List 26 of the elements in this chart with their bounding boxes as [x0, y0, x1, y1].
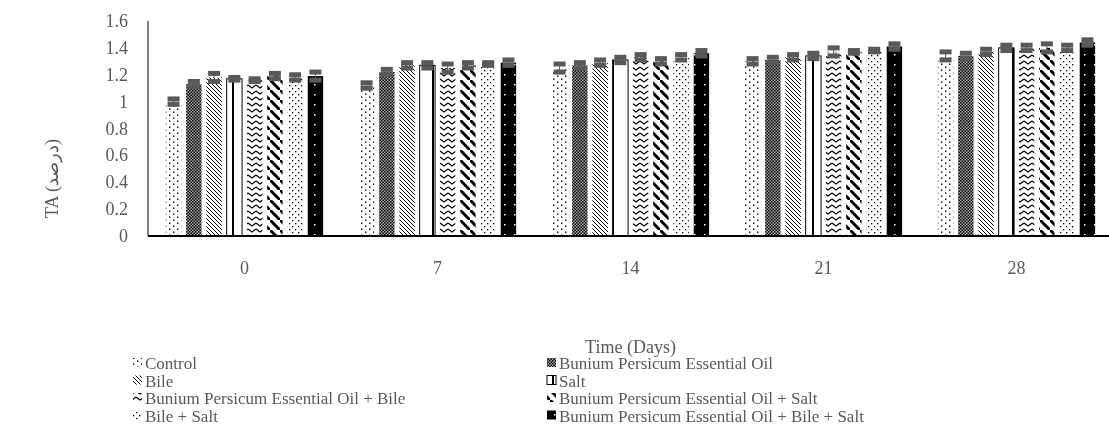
y-tick-label: 1.2 [105, 64, 128, 85]
x-tick-label: 0 [240, 258, 249, 278]
y-tick-label: 1 [119, 91, 128, 112]
legend-label: Salt [559, 371, 586, 391]
legend-label: Bunium Persicum Essential Oil + Bile + Salt [559, 406, 865, 426]
legend-label: Bunium Persicum Essential Oil + Salt [559, 389, 818, 408]
legend-label: Bunium Persicum Essential Oil + Bile [145, 389, 406, 408]
y-tick-label: 0.4 [105, 172, 128, 193]
y-tick-label: 0.8 [105, 118, 128, 139]
y-tick-label: 1.6 [105, 11, 128, 31]
x-tick-label: 21 [814, 258, 833, 278]
bar [246, 80, 263, 236]
y-tick-label: 1.4 [105, 37, 128, 58]
legend-label: Bile + Salt [145, 406, 219, 426]
y-tick-label: 0 [119, 226, 128, 246]
y-axis-title: TA (درصد) [42, 138, 63, 219]
y-tick-label: 0.2 [105, 199, 128, 220]
bar [866, 50, 882, 236]
legend-label: Bile [145, 371, 174, 391]
x-axis-title: Time (Days) [585, 337, 676, 358]
x-tick-label: 7 [433, 258, 442, 278]
x-tick-label: 28 [1007, 258, 1026, 278]
legend-label: Control [145, 354, 198, 373]
bar [846, 51, 862, 236]
x-tick-label: 14 [621, 258, 640, 278]
y-tick-label: 0.6 [105, 145, 128, 166]
